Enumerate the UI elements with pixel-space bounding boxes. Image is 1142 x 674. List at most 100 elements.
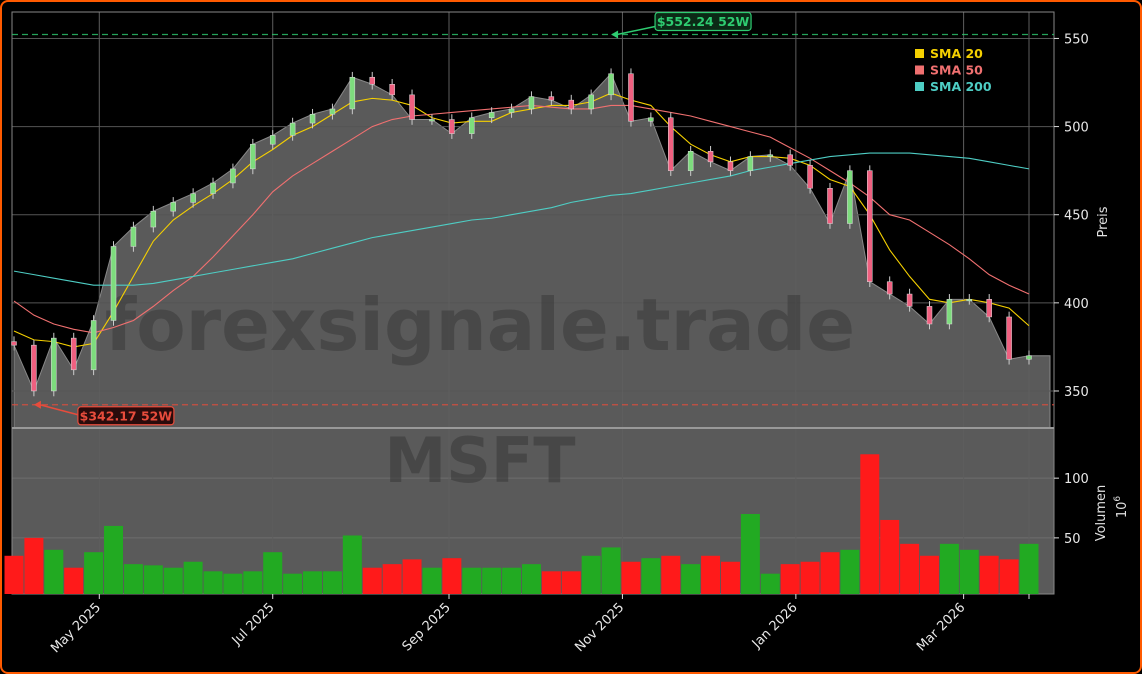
candle-body	[150, 210, 157, 228]
x-tick-label: Nov 2025	[572, 600, 627, 655]
candle-body	[568, 99, 575, 110]
candle-body	[1006, 316, 1012, 360]
volume-bar	[183, 561, 203, 594]
volume-bar	[541, 571, 561, 594]
price-tick-label: 350	[1064, 385, 1089, 400]
volume-bar	[521, 564, 541, 594]
candle-body	[170, 202, 176, 212]
volume-bar	[123, 564, 143, 594]
volume-bar	[959, 549, 979, 594]
volume-bar	[223, 573, 243, 594]
candle-body	[70, 337, 77, 371]
candle-body	[349, 76, 356, 110]
candle-body	[289, 122, 296, 136]
watermark: forexsignale.trade	[105, 283, 855, 367]
candle-body	[767, 154, 774, 157]
candle-body	[966, 299, 973, 302]
candle-body	[409, 94, 415, 120]
candle-body	[230, 168, 236, 184]
candle-body	[51, 337, 57, 392]
candle-body	[588, 94, 594, 110]
x-tick-label: May 2025	[48, 600, 104, 656]
volume-bar	[581, 555, 601, 594]
high_52w-arrow	[616, 25, 656, 36]
volume-bar	[4, 555, 24, 594]
volume-bar	[422, 567, 442, 594]
candle-body	[787, 154, 793, 166]
candle-body	[11, 341, 17, 346]
legend-label: SMA 20	[930, 46, 983, 61]
low_52w-label: $342.17 52W	[80, 408, 173, 423]
x-tick-label: Jul 2025	[229, 600, 278, 649]
candle-body	[329, 108, 336, 115]
candle-body	[867, 170, 873, 282]
legend-swatch	[915, 82, 924, 91]
candle-body	[807, 165, 813, 189]
high_52w-label-box	[654, 11, 752, 32]
volume-bar	[760, 573, 780, 594]
volume-bar	[621, 561, 641, 594]
volume-bar	[999, 559, 1019, 594]
candle-body	[250, 143, 256, 170]
volume-bar	[342, 535, 362, 594]
legend-swatch	[915, 65, 924, 75]
volume-bar	[163, 567, 183, 594]
volume-bar	[243, 571, 263, 594]
volume-bar	[263, 552, 283, 594]
low_52w-label-box	[77, 406, 175, 426]
volume-bar	[780, 564, 800, 594]
x-tick-label: Jan 2026	[749, 600, 801, 652]
candle-body	[886, 281, 893, 295]
volume-bar	[322, 571, 342, 594]
candle-body	[190, 193, 196, 203]
candle-body	[468, 117, 475, 134]
candle-body	[449, 119, 455, 134]
volume-bar	[740, 513, 760, 594]
sma-line-sma50	[13, 104, 1030, 334]
high_52w-arrow-head	[611, 30, 619, 39]
candle-body	[827, 188, 833, 224]
volume-bar	[44, 549, 64, 594]
volume-bar	[462, 567, 482, 594]
volume-bar	[701, 555, 721, 594]
volume-bar	[641, 558, 661, 594]
low_52w-arrow-head	[33, 400, 41, 409]
candle-body	[269, 135, 276, 145]
volume-bar	[362, 567, 382, 594]
volume-bar	[919, 555, 939, 594]
volume-axis-label: Volumen	[1094, 485, 1109, 542]
volume-bar	[561, 571, 581, 594]
volume-bar	[143, 565, 163, 594]
volume-bar	[720, 561, 740, 594]
ticker-watermark: MSFT	[385, 424, 576, 497]
candle-body	[369, 76, 375, 85]
candle-body	[707, 151, 714, 163]
volume-bar	[203, 571, 223, 594]
volume-bar	[402, 559, 422, 594]
volume-bar	[800, 561, 820, 594]
candle-body	[608, 73, 614, 96]
volume-bar	[820, 552, 840, 594]
candle-body	[687, 151, 694, 171]
candle-body	[429, 119, 435, 122]
volume-bar	[24, 537, 44, 594]
volume-bar	[382, 564, 402, 594]
chart-marks: $552.24 52W $342.17 52W	[4, 11, 1054, 594]
high_52w-label: $552.24 52W	[657, 14, 750, 29]
x-tick-label: Sep 2025	[400, 600, 454, 654]
sma-line-sma200	[13, 152, 1030, 286]
volume-bar	[681, 564, 701, 594]
price-tick-label: 400	[1064, 297, 1089, 312]
price-tick-label: 550	[1064, 32, 1089, 47]
volume-bar	[84, 552, 104, 594]
candle-body	[847, 170, 853, 224]
candle-body	[986, 299, 992, 318]
candle-body	[508, 108, 515, 113]
volume-bar	[64, 567, 84, 594]
candle-body	[488, 112, 495, 119]
volume-bar	[303, 571, 323, 594]
candle-body	[548, 96, 555, 101]
volume-bar	[104, 525, 124, 594]
